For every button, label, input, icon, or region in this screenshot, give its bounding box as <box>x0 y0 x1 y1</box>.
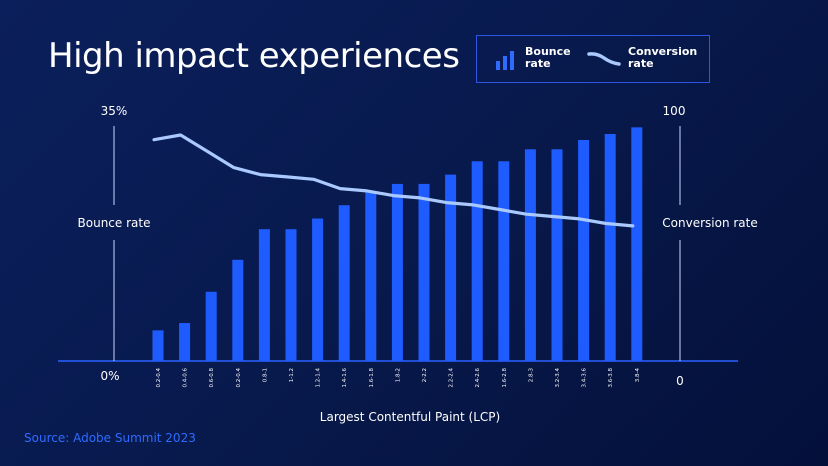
bar-bounce-rate <box>391 183 403 361</box>
left-axis-title: Bounce rate <box>78 216 151 230</box>
right-axis-title: Conversion rate <box>662 216 757 230</box>
x-tick-label: 0.2-0.4 <box>156 368 162 388</box>
x-tick-label: 1.8-2 <box>395 368 401 382</box>
line-icon <box>587 52 621 66</box>
x-axis-title: Largest Contentful Paint (LCP) <box>320 410 500 424</box>
bar-bounce-rate <box>205 291 217 361</box>
bar-bounce-rate <box>471 161 483 361</box>
x-tick-label: 2.4-2.6 <box>475 368 481 388</box>
x-tick-label: 3.8-4 <box>635 368 641 383</box>
line-conversion-rate <box>152 133 635 228</box>
left-axis-max-label: 35% <box>101 104 128 118</box>
bar-bounce-rate <box>551 149 563 361</box>
bar-bounce-rate <box>631 127 643 361</box>
right-axis-min-label: 0 <box>676 374 684 388</box>
legend-bounce-label: Bounce rate <box>525 45 571 70</box>
x-tick-label: 2.2-2.4 <box>449 368 455 388</box>
legend-conversion: Conversion rate <box>628 46 698 70</box>
x-tick-label: 0.2-0.4 <box>236 368 242 388</box>
x-tick-label: 3.6-3.8 <box>608 368 614 388</box>
x-tick-label: 1-1.2 <box>289 368 295 382</box>
bar-bounce-rate <box>604 133 616 361</box>
x-tick-label: 2-2.2 <box>422 368 428 382</box>
bar-bounce-rate <box>524 149 536 361</box>
legend-bounce: Bounce rate <box>525 46 577 70</box>
x-tick-label: 1.4-1.6 <box>342 368 348 388</box>
x-tick-label: 2.8-3 <box>528 368 534 383</box>
chart-legend: Bounce rate Conversion rate <box>476 35 710 83</box>
right-axis-max-label: 100 <box>663 104 686 118</box>
x-tick-label: 1.2-1.4 <box>316 368 322 388</box>
x-tick-label: 3.4-3.6 <box>582 368 588 388</box>
bar-bounce-rate <box>338 205 350 361</box>
bar-bounce-rate <box>418 183 430 361</box>
x-tick-label: 1.6-2.8 <box>502 368 508 388</box>
bar-bounce-rate <box>258 229 270 361</box>
bar-bounce-rate <box>498 161 510 361</box>
x-tick-label: 0.4-0.6 <box>183 368 189 388</box>
x-tick-label: 0.6-0.8 <box>209 368 215 388</box>
source-note: Source: Adobe Summit 2023 <box>24 431 196 445</box>
bar-bounce-rate <box>312 218 324 361</box>
bar-bounce-rate <box>578 139 590 361</box>
x-tick-label: 0.8-1 <box>262 368 268 382</box>
bar-bounce-rate <box>179 323 191 361</box>
bar-bounce-rate <box>152 330 164 361</box>
legend-conversion-label: Conversion rate <box>628 45 698 70</box>
x-tick-label: 3.2-3.4 <box>555 368 561 388</box>
bar-bounce-rate <box>445 174 457 361</box>
bar-bounce-rate <box>365 191 377 361</box>
left-axis-min-label: 0% <box>100 369 119 383</box>
bar-bounce-rate <box>232 259 244 361</box>
page-title: High impact experiences <box>48 36 460 76</box>
bar-chart-icon <box>496 51 514 70</box>
bar-bounce-rate <box>285 229 297 361</box>
x-tick-label: 1.6-1.8 <box>369 368 375 388</box>
